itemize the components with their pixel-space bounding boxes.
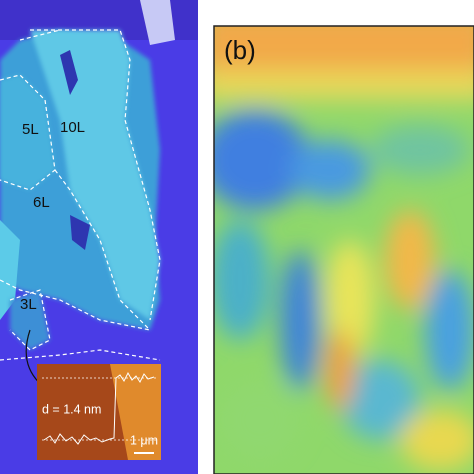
panel-label: (b) <box>224 35 256 65</box>
thickness-label: d = 1.4 nm <box>42 402 101 416</box>
panel-frame <box>213 25 474 474</box>
scale-bar-label: 1 μm <box>130 433 158 447</box>
layer-label: 10L <box>60 119 85 136</box>
afm-inset: d = 1.4 nm 1 μm <box>37 364 161 460</box>
layer-label: 3L <box>20 296 37 313</box>
optical-image: 5L 10L 6L 3L <box>0 0 198 474</box>
heat-map <box>214 26 474 474</box>
layer-label: 5L <box>22 121 39 138</box>
layer-label: 6L <box>33 194 50 211</box>
